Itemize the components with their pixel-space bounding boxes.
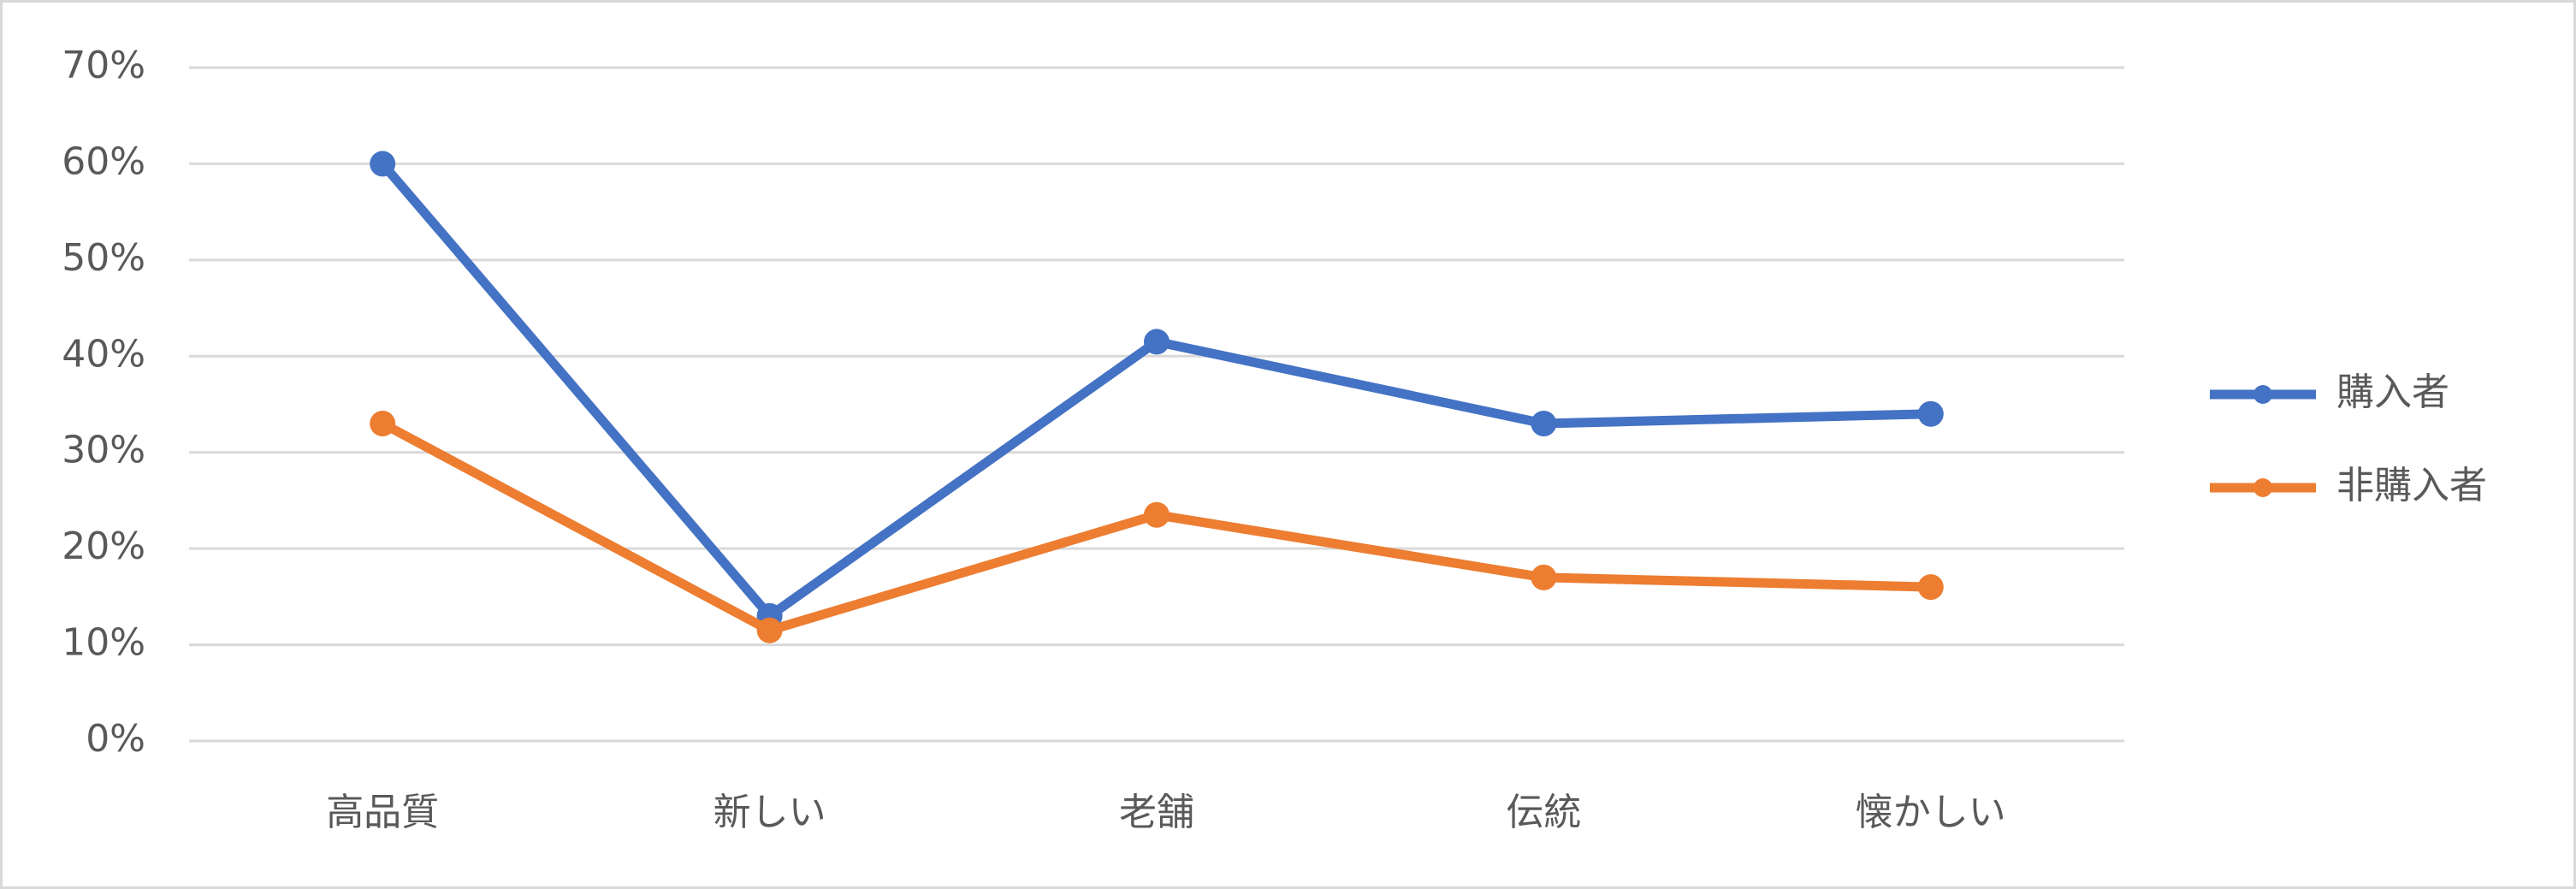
point-marker bbox=[370, 151, 396, 177]
y-tick-label: 70% bbox=[62, 44, 145, 87]
x-tick-label: 懐かしい bbox=[1856, 791, 2006, 834]
y-tick-label: 0% bbox=[86, 717, 145, 761]
y-tick-label: 20% bbox=[62, 525, 145, 568]
point-marker bbox=[1144, 501, 1170, 528]
y-tick-label: 30% bbox=[62, 429, 145, 472]
point-marker bbox=[1917, 574, 1944, 601]
point-marker bbox=[1531, 564, 1557, 590]
point-marker bbox=[756, 617, 783, 643]
legend-marker bbox=[2253, 385, 2272, 404]
point-marker bbox=[370, 410, 396, 436]
legend-label: 購入者 bbox=[2336, 370, 2449, 414]
x-tick-label: 新しい bbox=[714, 791, 826, 834]
y-tick-label: 50% bbox=[62, 236, 145, 280]
legend-label: 非購入者 bbox=[2336, 464, 2487, 507]
y-tick-label: 40% bbox=[62, 332, 145, 376]
x-tick-label: 老舗 bbox=[1119, 791, 1194, 834]
x-tick-label: 伝統 bbox=[1506, 791, 1581, 834]
legend-marker bbox=[2253, 478, 2272, 497]
x-tick-label: 高品質 bbox=[326, 791, 439, 834]
y-tick-label: 10% bbox=[62, 621, 145, 665]
y-tick-label: 60% bbox=[62, 139, 145, 183]
point-marker bbox=[1144, 329, 1170, 355]
point-marker bbox=[1917, 400, 1944, 427]
point-marker bbox=[1531, 410, 1557, 436]
